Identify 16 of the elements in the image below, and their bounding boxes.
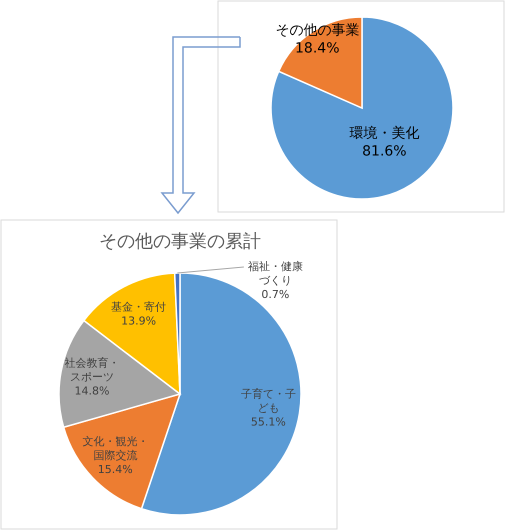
data-label: 81.6% <box>362 143 407 160</box>
data-label: 13.9% <box>121 314 156 328</box>
data-label: 14.8% <box>74 384 110 398</box>
data-label: 18.4% <box>295 40 340 56</box>
slice-label: 社会教育・スポーツ <box>64 356 120 384</box>
slice-label: 基金・寄付 <box>111 300 166 314</box>
slice-label: その他の事業 <box>275 22 360 38</box>
data-label: 55.1% <box>250 415 286 428</box>
slice-label: 環境・美化 <box>349 125 420 142</box>
pie-slice <box>270 16 454 200</box>
chart-title: その他の事業の累計 <box>99 231 261 252</box>
slice-label: 子育て・子ども <box>240 387 296 414</box>
slice-label: 福祉・健康づくり <box>248 260 303 287</box>
slice-label: 文化・観光・国際交流 <box>82 434 148 462</box>
data-label: 0.7% <box>261 288 290 301</box>
data-label: 15.4% <box>98 462 133 476</box>
